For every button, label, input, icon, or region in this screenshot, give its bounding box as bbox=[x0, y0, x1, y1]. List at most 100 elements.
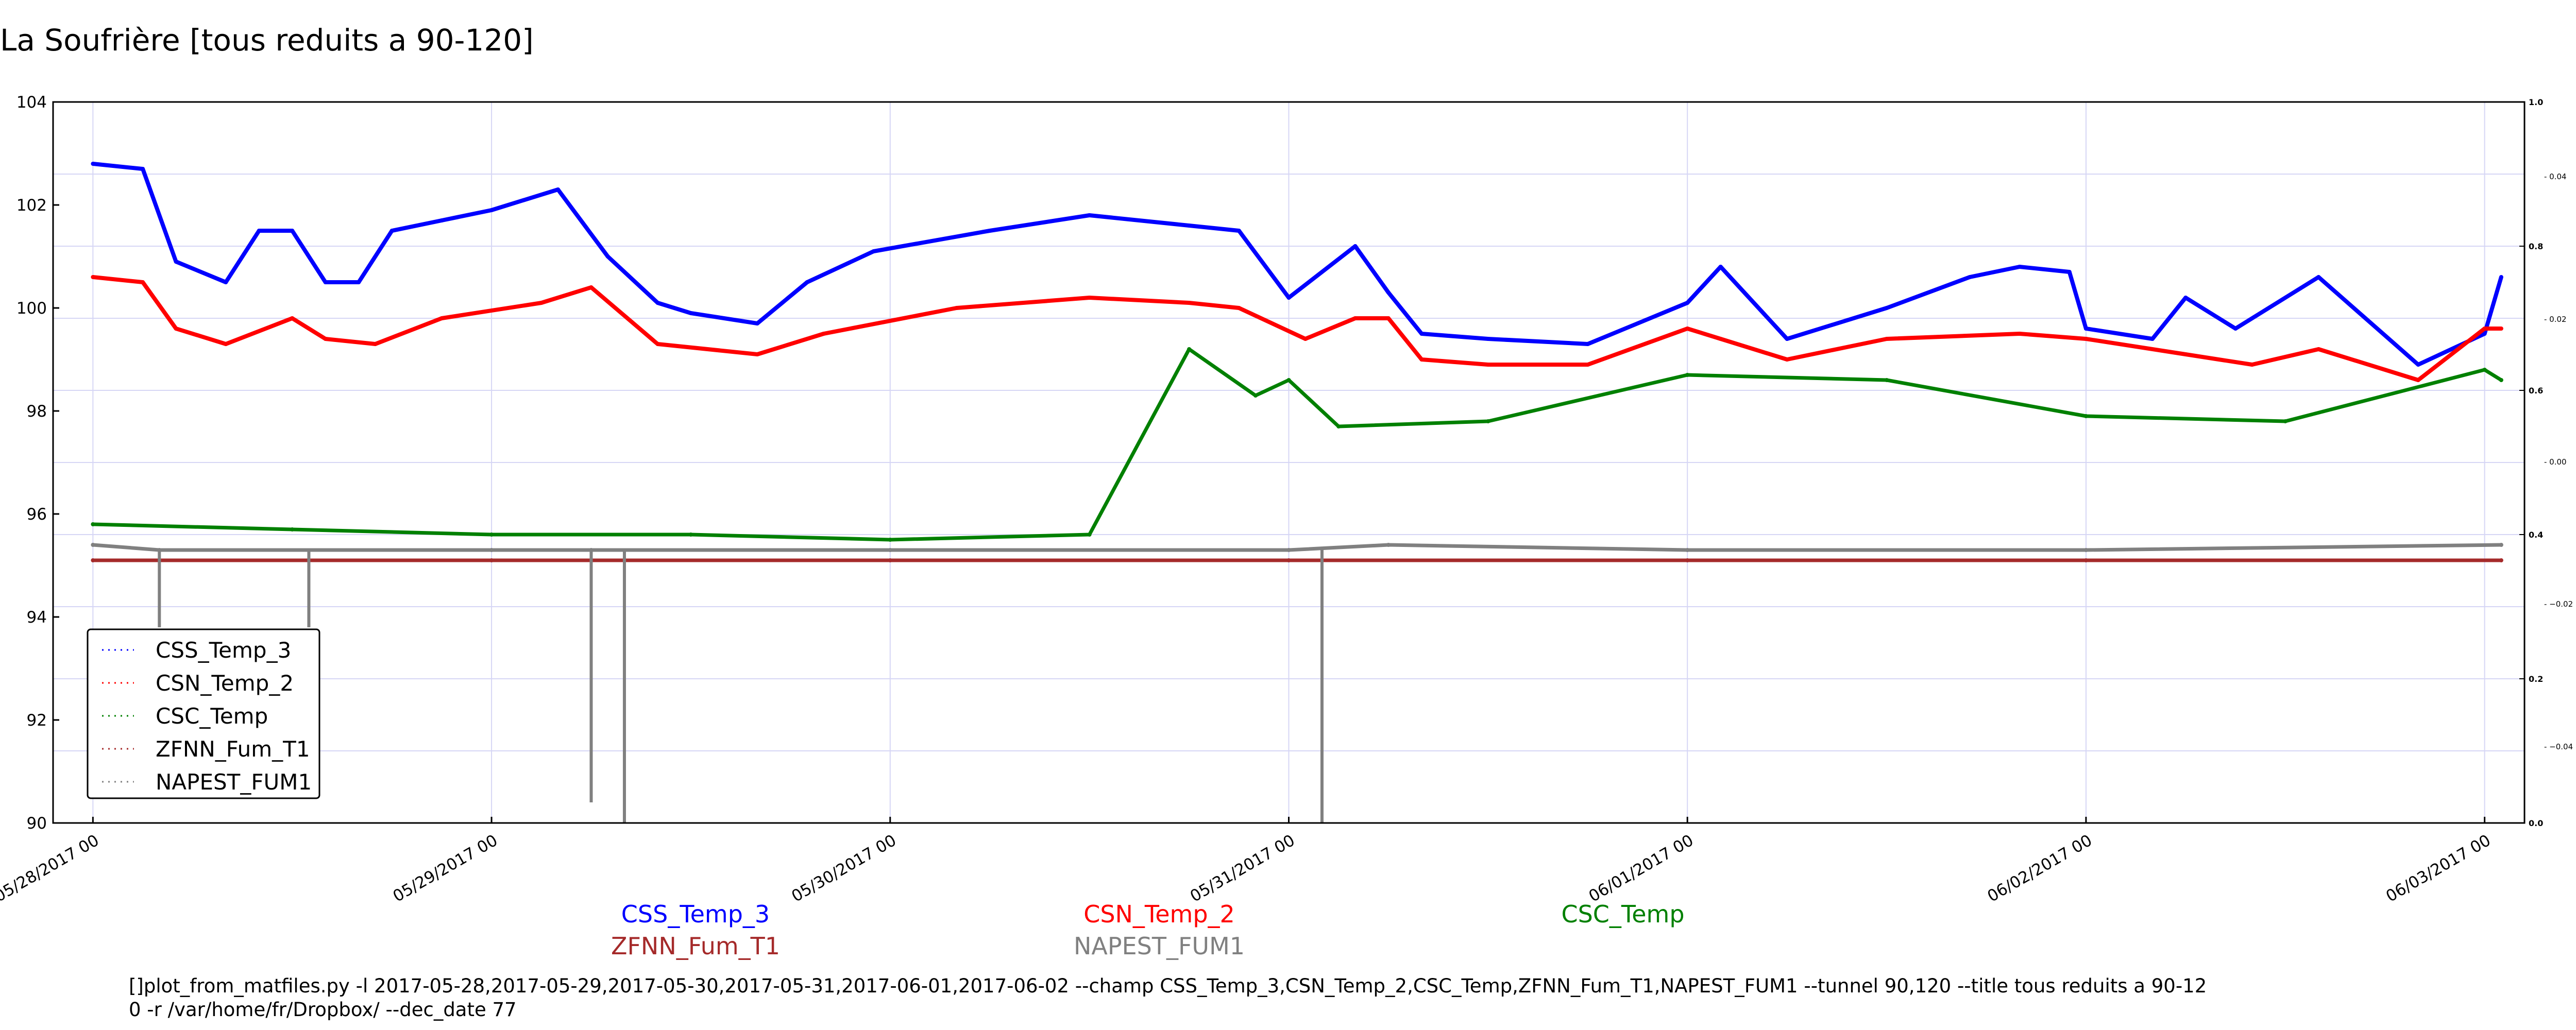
inner-tick-label: - −0.04 bbox=[2544, 742, 2573, 751]
data-point-csn-temp-2 bbox=[1486, 363, 1490, 367]
legend-label: CSC_Temp bbox=[156, 703, 268, 729]
data-point-csc-temp bbox=[1885, 378, 1889, 382]
data-point-csc-temp bbox=[91, 522, 95, 526]
data-point-csn-temp-2 bbox=[91, 275, 95, 279]
data-point-css-temp-3 bbox=[91, 162, 95, 166]
data-point-css-temp-3 bbox=[1386, 290, 1391, 295]
caption-css-temp-3: CSS_Temp_3 bbox=[621, 900, 770, 928]
data-point-css-temp-3 bbox=[2233, 327, 2238, 331]
data-point-css-temp-3 bbox=[323, 280, 328, 284]
data-point-css-temp-3 bbox=[605, 254, 610, 259]
data-point-csc-temp bbox=[290, 527, 295, 531]
data-point-css-temp-3 bbox=[1187, 224, 1192, 228]
chart-title: La Soufrière [tous reduits a 90-120] bbox=[0, 23, 534, 58]
data-point-csn-temp-2 bbox=[439, 316, 444, 320]
x-tick-label: 05/28/2017 00 bbox=[0, 831, 102, 906]
data-point-csn-temp-2 bbox=[954, 306, 959, 310]
data-point-css-temp-3 bbox=[1419, 332, 1424, 336]
data-point-csn-temp-2 bbox=[1585, 363, 1590, 367]
data-point-csc-temp bbox=[1486, 419, 1490, 423]
data-point-csn-temp-2 bbox=[1303, 337, 1308, 341]
data-point-css-temp-3 bbox=[1785, 337, 1789, 341]
data-point-css-temp-3 bbox=[439, 218, 444, 222]
data-point-csn-temp-2 bbox=[2018, 332, 2022, 336]
data-point-csn-temp-2 bbox=[2416, 378, 2420, 382]
caption-csc-temp: CSC_Temp bbox=[1561, 900, 1685, 928]
legend-box bbox=[87, 628, 320, 799]
data-point-css-temp-3 bbox=[755, 321, 759, 325]
data-point-css-temp-3 bbox=[2316, 275, 2321, 279]
data-point-css-temp-3 bbox=[1585, 342, 1590, 346]
legend-label: CSS_Temp_3 bbox=[156, 638, 291, 663]
right-tick-label: 0.4 bbox=[2529, 530, 2543, 540]
data-point-css-temp-3 bbox=[1286, 296, 1291, 300]
data-point-css-temp-3 bbox=[2067, 270, 2072, 274]
x-tick-label: 06/02/2017 00 bbox=[1984, 831, 2095, 906]
data-point-csn-temp-2 bbox=[1785, 357, 1789, 362]
data-point-csn-temp-2 bbox=[2499, 327, 2503, 331]
inner-tick-label: - 0.02 bbox=[2544, 315, 2567, 324]
data-point-css-temp-3 bbox=[688, 311, 693, 315]
series-line-napest-fum1 bbox=[93, 543, 2501, 552]
data-point-css-temp-3 bbox=[1885, 306, 1889, 310]
data-point-css-temp-3 bbox=[174, 260, 178, 264]
caption-napest-fum1: NAPEST_FUM1 bbox=[1073, 932, 1245, 960]
data-point-css-temp-3 bbox=[2416, 363, 2420, 367]
data-point-css-temp-3 bbox=[257, 229, 261, 233]
data-point-csn-temp-2 bbox=[755, 352, 759, 356]
legend-label: NAPEST_FUM1 bbox=[156, 769, 312, 795]
right-tick-label: 1.0 bbox=[2529, 97, 2543, 107]
data-point-csn-temp-2 bbox=[2316, 347, 2321, 351]
data-point-csn-temp-2 bbox=[1236, 306, 1241, 310]
data-point-css-temp-3 bbox=[1718, 265, 1723, 269]
data-point-zfnn-fum-t1 bbox=[489, 558, 494, 562]
data-point-zfnn-fum-t1 bbox=[1286, 558, 1291, 562]
data-point-csn-temp-2 bbox=[1087, 296, 1092, 300]
data-point-csc-temp bbox=[1685, 373, 1690, 377]
data-point-css-temp-3 bbox=[988, 229, 992, 233]
right-tick-label: 0.2 bbox=[2529, 674, 2543, 684]
data-point-zfnn-fum-t1 bbox=[2499, 558, 2503, 562]
y-tick-label: 100 bbox=[16, 299, 47, 318]
data-point-napest-fum1 bbox=[1685, 548, 1690, 552]
data-point-csc-temp bbox=[1253, 393, 1258, 398]
data-point-napest-fum1 bbox=[888, 548, 892, 552]
data-point-napest-fum1 bbox=[91, 543, 95, 547]
inner-tick-label: - 0.04 bbox=[2544, 172, 2567, 181]
data-point-csn-temp-2 bbox=[2250, 363, 2255, 367]
data-point-csn-temp-2 bbox=[2083, 337, 2088, 341]
data-point-css-temp-3 bbox=[2499, 275, 2503, 279]
y-tick-label: 104 bbox=[16, 93, 47, 112]
grid-layer bbox=[53, 102, 2524, 823]
data-point-csc-temp bbox=[2083, 414, 2088, 418]
right-tick-label: 0.6 bbox=[2529, 386, 2543, 396]
data-point-css-temp-3 bbox=[357, 280, 361, 284]
data-point-csn-temp-2 bbox=[2482, 327, 2487, 331]
data-point-napest-fum1 bbox=[2083, 548, 2088, 552]
data-point-css-temp-3 bbox=[1685, 301, 1690, 305]
right-tick-label: 0.8 bbox=[2529, 242, 2543, 251]
data-point-css-temp-3 bbox=[1087, 213, 1092, 217]
data-point-csn-temp-2 bbox=[1187, 301, 1192, 305]
data-point-csn-temp-2 bbox=[1386, 316, 1391, 320]
data-point-css-temp-3 bbox=[290, 229, 295, 233]
data-point-napest-fum1 bbox=[1286, 548, 1291, 552]
data-point-csn-temp-2 bbox=[373, 342, 378, 346]
data-point-csc-temp bbox=[2499, 378, 2503, 382]
data-point-css-temp-3 bbox=[2083, 327, 2088, 331]
y-tick-label: 90 bbox=[27, 814, 47, 833]
data-point-napest-fum1 bbox=[1386, 543, 1391, 547]
data-point-csn-temp-2 bbox=[290, 316, 295, 320]
data-point-csn-temp-2 bbox=[1885, 337, 1889, 341]
data-point-css-temp-3 bbox=[1236, 229, 1241, 233]
data-point-csn-temp-2 bbox=[224, 342, 228, 346]
data-point-css-temp-3 bbox=[871, 249, 876, 253]
data-point-css-temp-3 bbox=[489, 208, 494, 212]
data-point-csn-temp-2 bbox=[1419, 357, 1424, 362]
x-tick-label: 05/30/2017 00 bbox=[788, 831, 899, 906]
data-point-css-temp-3 bbox=[2482, 332, 2487, 336]
y-tick-label: 98 bbox=[27, 402, 47, 421]
data-point-css-temp-3 bbox=[141, 167, 145, 171]
data-point-csn-temp-2 bbox=[1685, 327, 1690, 331]
